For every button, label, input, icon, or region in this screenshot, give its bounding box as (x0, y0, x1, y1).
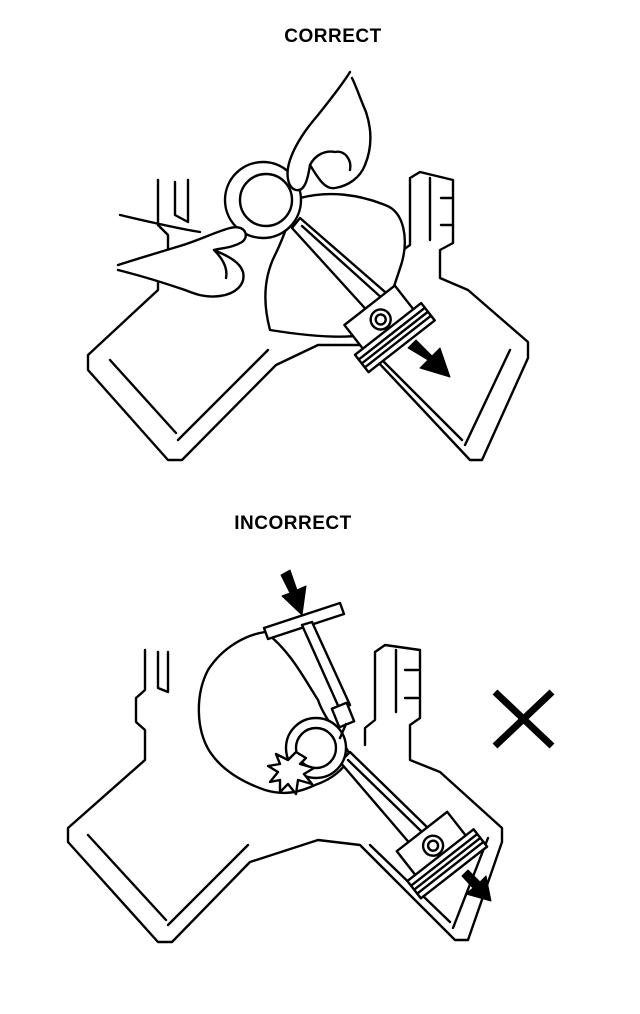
incorrect-piston (395, 810, 489, 900)
correct-arrow-icon (407, 339, 451, 378)
correct-illustration (86, 70, 530, 462)
correct-lower-hand (116, 226, 247, 298)
correct-label: CORRECT (284, 26, 382, 47)
incorrect-arrow-icon (461, 869, 492, 902)
correct-piston (343, 284, 436, 374)
incorrect-push-arrow-icon (280, 569, 307, 616)
incorrect-label: INCORRECT (234, 513, 352, 534)
incorrect-engine-block (66, 643, 504, 944)
x-mark-icon (492, 689, 555, 749)
incorrect-t-handle-tool (262, 601, 356, 740)
incorrect-illustration (66, 569, 555, 944)
impact-burst-icon (266, 750, 316, 796)
correct-upper-hand (286, 70, 372, 192)
